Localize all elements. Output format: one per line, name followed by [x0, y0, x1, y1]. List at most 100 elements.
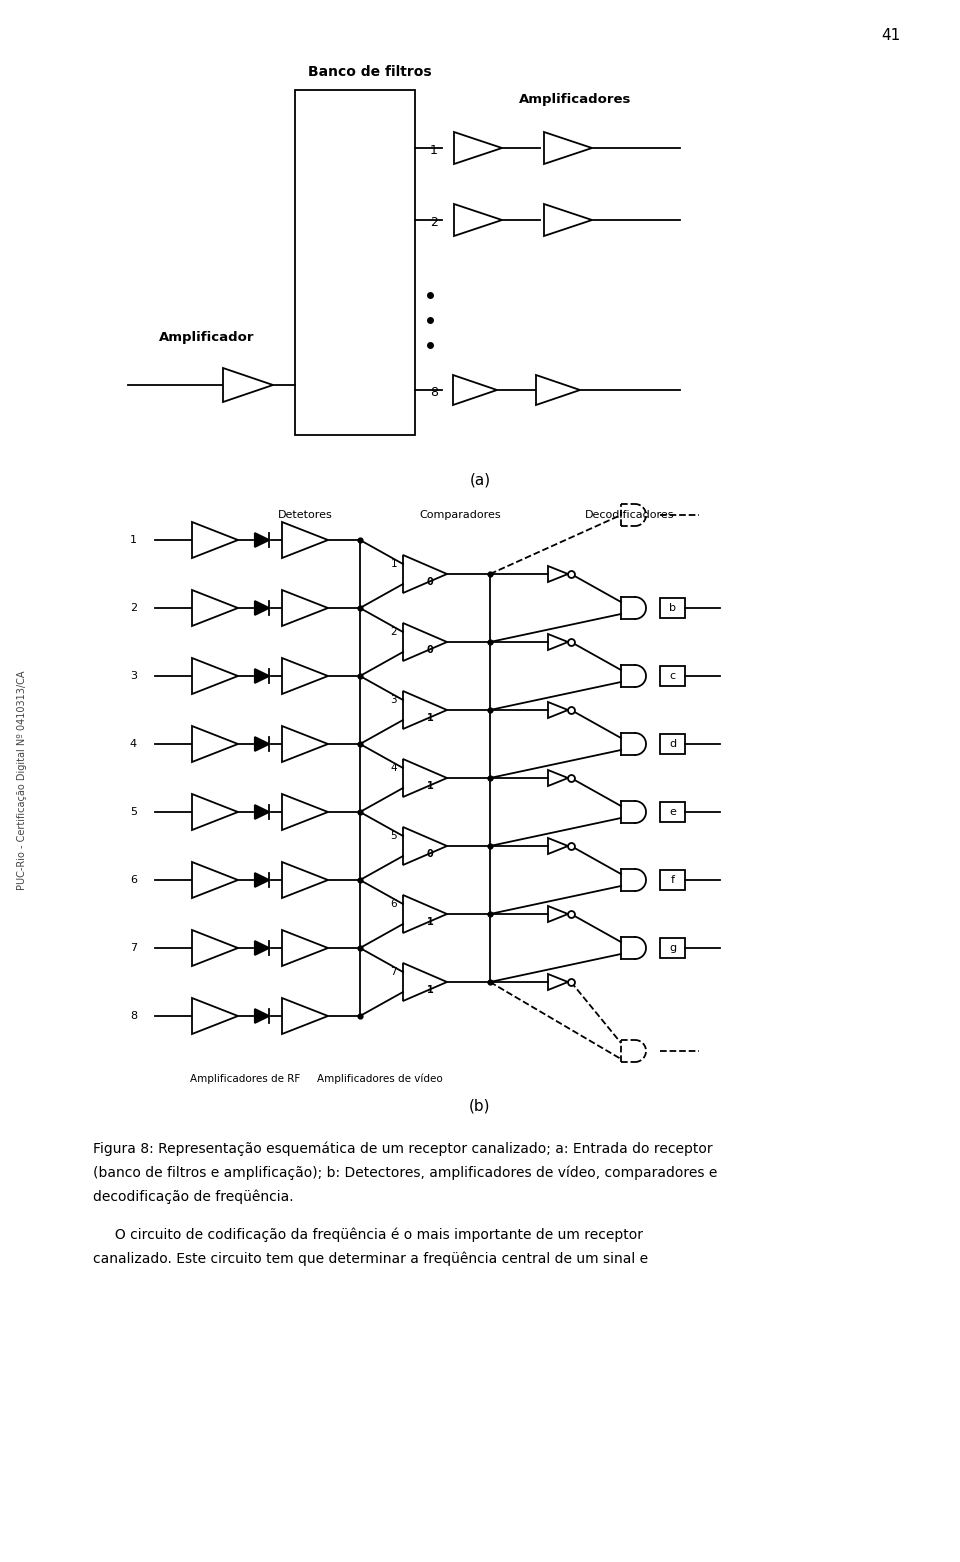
Polygon shape [282, 522, 328, 558]
Text: 1: 1 [430, 144, 438, 158]
Polygon shape [403, 690, 447, 729]
Bar [660, 598, 685, 619]
Text: 2: 2 [430, 216, 438, 230]
Polygon shape [282, 998, 328, 1034]
Polygon shape [282, 862, 328, 898]
Polygon shape [403, 964, 447, 1001]
Polygon shape [403, 555, 447, 594]
Polygon shape [282, 590, 328, 626]
Text: Comparadores: Comparadores [420, 511, 501, 520]
Text: 5: 5 [130, 808, 137, 817]
Text: 0: 0 [426, 576, 433, 587]
Polygon shape [544, 205, 592, 236]
Text: 8: 8 [430, 386, 438, 398]
Text: c: c [669, 672, 676, 681]
Text: 1: 1 [391, 559, 397, 569]
Polygon shape [548, 701, 568, 719]
Polygon shape [548, 906, 568, 922]
Polygon shape [254, 737, 269, 751]
Text: (banco de filtros e amplificação); b: Detectores, amplificadores de vídeo, compa: (banco de filtros e amplificação); b: De… [93, 1165, 717, 1179]
Polygon shape [403, 895, 447, 933]
Text: 4: 4 [391, 762, 397, 773]
Text: canalizado. Este circuito tem que determinar a freqüência central de um sinal e: canalizado. Este circuito tem que determ… [93, 1251, 648, 1265]
Text: e: e [669, 808, 676, 817]
Bar [660, 734, 685, 754]
Text: 1: 1 [426, 712, 433, 723]
Polygon shape [548, 565, 568, 583]
Text: Decodificadores: Decodificadores [586, 511, 675, 520]
Polygon shape [403, 623, 447, 661]
Text: O circuito de codificação da freqüência é o mais importante de um receptor: O circuito de codificação da freqüência … [93, 1228, 643, 1242]
Text: Amplificadores: Amplificadores [518, 94, 631, 106]
Text: 1: 1 [130, 536, 137, 545]
Polygon shape [454, 205, 502, 236]
Text: 4: 4 [130, 739, 137, 750]
Text: d: d [669, 739, 676, 750]
Polygon shape [403, 759, 447, 797]
Polygon shape [454, 133, 502, 164]
Bar [660, 801, 685, 822]
Polygon shape [223, 369, 273, 401]
Polygon shape [544, 133, 592, 164]
Polygon shape [548, 770, 568, 786]
Text: Detetores: Detetores [277, 511, 332, 520]
Bar [660, 939, 685, 958]
Text: 0: 0 [426, 850, 433, 859]
Text: g: g [669, 943, 676, 953]
Text: 0: 0 [426, 645, 433, 654]
Text: 7: 7 [391, 967, 397, 976]
Text: (a): (a) [469, 472, 491, 487]
Text: f: f [670, 875, 675, 886]
Polygon shape [282, 929, 328, 965]
Polygon shape [548, 975, 568, 990]
Text: 8: 8 [130, 1011, 137, 1022]
Text: Amplificador: Amplificador [159, 331, 254, 344]
Polygon shape [254, 804, 269, 818]
Text: PUC-Rio - Certificação Digital Nº 0410313/CA: PUC-Rio - Certificação Digital Nº 041031… [17, 670, 27, 890]
Polygon shape [536, 375, 580, 405]
Polygon shape [192, 929, 238, 965]
Text: 1: 1 [426, 781, 433, 790]
Text: Amplificadores de RF: Amplificadores de RF [190, 1075, 300, 1084]
Text: 2: 2 [391, 626, 397, 637]
Polygon shape [254, 873, 269, 887]
Polygon shape [403, 826, 447, 865]
Polygon shape [192, 793, 238, 829]
Text: 6: 6 [130, 875, 137, 886]
Polygon shape [192, 658, 238, 694]
Polygon shape [453, 375, 497, 405]
Text: Banco de filtros: Banco de filtros [308, 66, 432, 80]
Text: (b): (b) [469, 1098, 491, 1114]
Polygon shape [192, 590, 238, 626]
Text: 2: 2 [130, 603, 137, 612]
Text: 1: 1 [426, 917, 433, 926]
Polygon shape [548, 837, 568, 854]
Polygon shape [254, 533, 269, 547]
Polygon shape [192, 726, 238, 762]
Bar [660, 870, 685, 890]
Polygon shape [192, 862, 238, 898]
Polygon shape [254, 940, 269, 954]
Bar [660, 665, 685, 686]
Polygon shape [254, 601, 269, 615]
Text: 5: 5 [391, 831, 397, 840]
Text: 1: 1 [426, 986, 433, 995]
Polygon shape [192, 998, 238, 1034]
Polygon shape [282, 726, 328, 762]
Text: 6: 6 [391, 900, 397, 909]
Polygon shape [282, 658, 328, 694]
Text: decodificação de freqüência.: decodificação de freqüência. [93, 1189, 294, 1203]
Text: Figura 8: Representação esquemática de um receptor canalizado; a: Entrada do rec: Figura 8: Representação esquemática de u… [93, 1140, 712, 1156]
Polygon shape [548, 634, 568, 650]
Text: 3: 3 [391, 695, 397, 704]
Text: 3: 3 [130, 672, 137, 681]
Polygon shape [192, 522, 238, 558]
Polygon shape [254, 669, 269, 683]
Text: 7: 7 [130, 943, 137, 953]
Text: b: b [669, 603, 676, 612]
Bar [295, 91, 415, 434]
Polygon shape [254, 1009, 269, 1023]
Polygon shape [282, 793, 328, 829]
Text: 41: 41 [880, 28, 900, 44]
Text: Amplificadores de vídeo: Amplificadores de vídeo [317, 1075, 443, 1084]
